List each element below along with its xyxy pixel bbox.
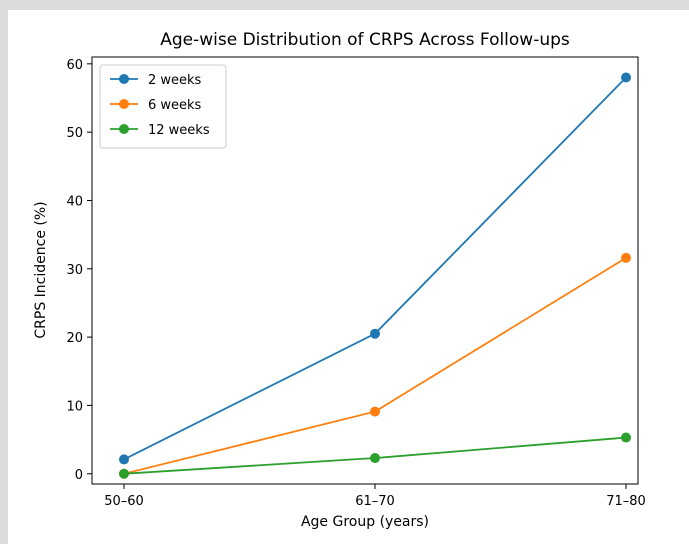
x-tick-label: 71–80 [606,494,646,509]
legend-label: 2 weeks [148,73,202,88]
data-point [621,72,631,83]
y-tick-label: 50 [66,126,83,141]
y-tick-label: 10 [66,399,83,414]
y-axis-label: CRPS Incidence (%) [33,201,49,338]
y-tick-label: 40 [66,194,83,209]
y-tick-label: 60 [66,58,83,73]
line-chart: Age-wise Distribution of CRPS Across Fol… [33,30,646,530]
series-layer [119,72,631,479]
y-tick-label: 30 [66,263,83,278]
y-axis: 0 10 20 30 40 50 60 [66,58,92,483]
plot-area [91,56,639,485]
legend-marker [119,99,129,109]
data-point [119,454,129,465]
data-point [119,468,129,479]
x-axis: 50–60 61–70 71–80 [104,484,646,509]
data-point [370,328,380,339]
x-axis-label: Age Group (years) [301,514,429,530]
x-tick-label: 50–60 [104,494,144,509]
chart-figure: Age-wise Distribution of CRPS Across Fol… [8,10,689,544]
legend-marker [119,74,129,84]
y-tick-label: 20 [66,331,83,346]
x-tick-label: 61–70 [355,494,395,509]
legend-label: 12 weeks [148,123,210,138]
data-point [370,406,380,417]
legend-marker [119,124,129,134]
data-point [370,453,380,464]
series-line [123,257,627,475]
y-tick-label: 0 [75,468,83,483]
chart-title: Age-wise Distribution of CRPS Across Fol… [160,30,570,50]
data-point [621,252,631,263]
data-point [621,432,631,443]
legend-label: 6 weeks [148,98,202,113]
legend: 2 weeks 6 weeks 12 weeks [99,64,227,149]
legend-box [99,64,227,149]
